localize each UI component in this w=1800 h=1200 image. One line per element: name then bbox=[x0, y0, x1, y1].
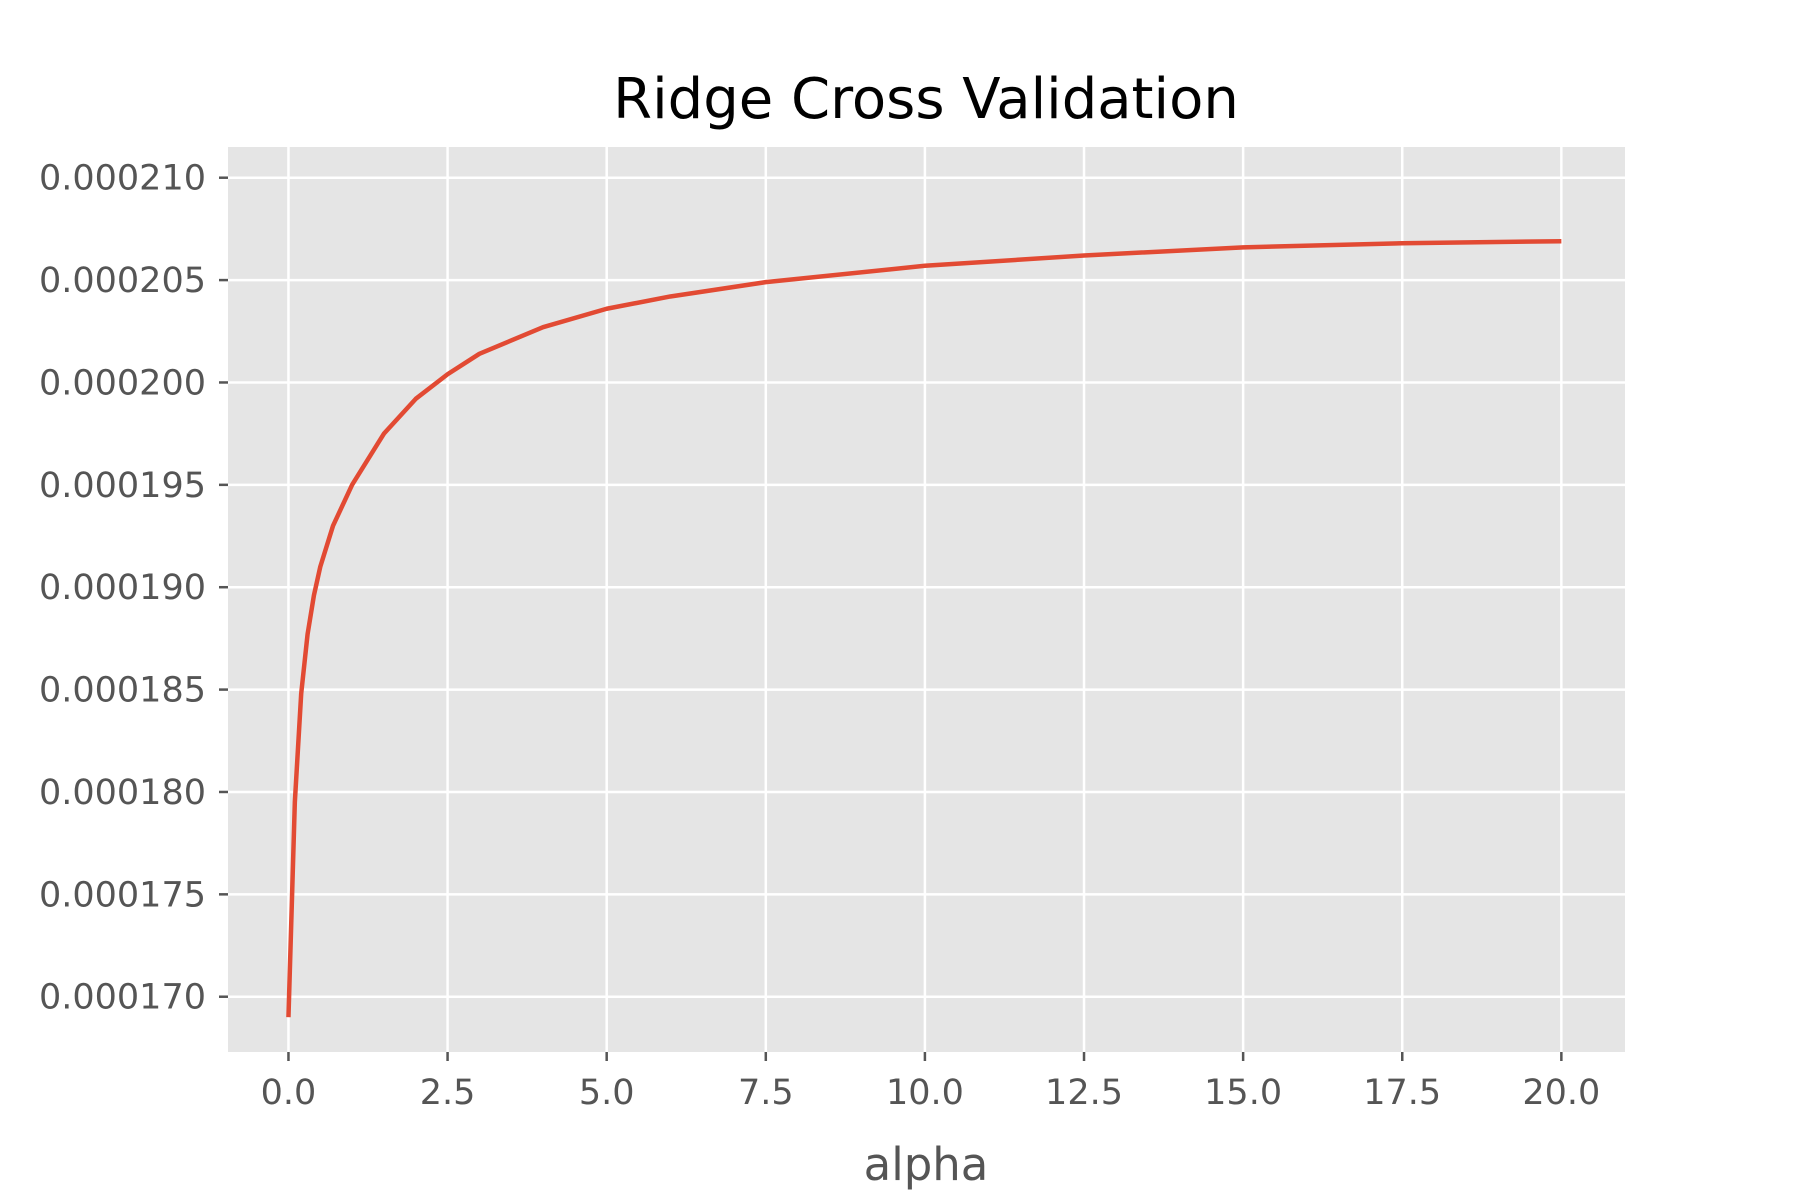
x-tick-label: 0.0 bbox=[261, 1073, 317, 1113]
plot-background bbox=[228, 147, 1625, 1052]
x-tick-label: 2.5 bbox=[420, 1073, 476, 1113]
y-tick-label: 0.000170 bbox=[39, 978, 206, 1018]
x-tick-label: 7.5 bbox=[738, 1073, 794, 1113]
y-tick-label: 0.000195 bbox=[39, 466, 206, 506]
series-layer bbox=[286, 238, 1562, 1018]
y-tick-label: 0.000190 bbox=[39, 568, 206, 608]
y-tick-label: 0.000210 bbox=[39, 159, 206, 199]
x-tick-label: 12.5 bbox=[1045, 1073, 1123, 1113]
y-tick-label: 0.000175 bbox=[39, 875, 206, 915]
x-tick-label: 15.0 bbox=[1204, 1073, 1282, 1113]
x-ticks: 0.0 2.5 5.0 7.5 10.0 12.5 15.0 17.5 20.0 bbox=[261, 1052, 1600, 1113]
y-tick-label: 0.000180 bbox=[39, 773, 206, 813]
y-ticks: 0.000170 0.000175 0.000180 0.000185 0.000190… bbox=[39, 159, 228, 1018]
y-tick-label: 0.000200 bbox=[39, 363, 206, 403]
x-gridlines bbox=[287, 147, 1563, 1052]
x-tick-label: 5.0 bbox=[579, 1073, 635, 1113]
x-tick-label: 10.0 bbox=[886, 1073, 964, 1113]
chart-title: Ridge Cross Validation bbox=[613, 67, 1239, 132]
x-axis-label: alpha bbox=[864, 1138, 989, 1191]
x-tick-label: 20.0 bbox=[1522, 1073, 1600, 1113]
y-gridlines bbox=[228, 176, 1625, 998]
y-tick-label: 0.000205 bbox=[39, 261, 206, 301]
series-line-0 bbox=[286, 238, 1562, 1018]
y-tick-label: 0.000185 bbox=[39, 671, 206, 711]
x-tick-label: 17.5 bbox=[1363, 1073, 1441, 1113]
